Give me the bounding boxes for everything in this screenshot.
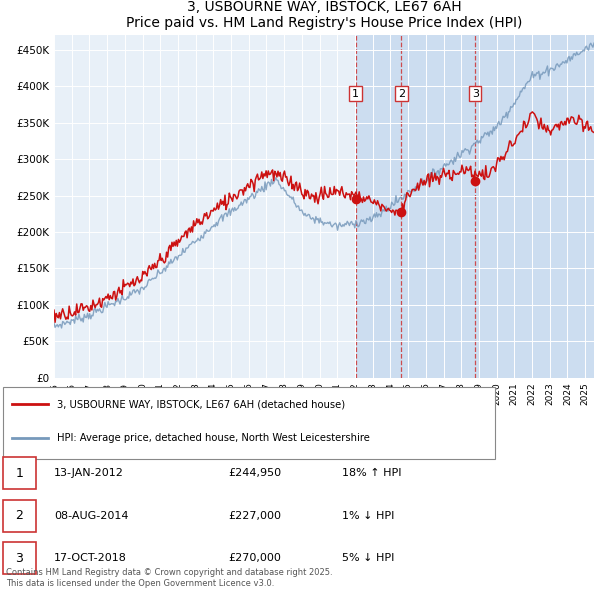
Text: £227,000: £227,000 (228, 511, 281, 520)
Text: £244,950: £244,950 (228, 468, 281, 478)
Text: 18% ↑ HPI: 18% ↑ HPI (342, 468, 401, 478)
Text: 3: 3 (16, 552, 23, 565)
FancyBboxPatch shape (3, 387, 495, 460)
Text: 1: 1 (16, 467, 23, 480)
Text: 13-JAN-2012: 13-JAN-2012 (54, 468, 124, 478)
Text: 5% ↓ HPI: 5% ↓ HPI (342, 553, 394, 563)
Text: Contains HM Land Registry data © Crown copyright and database right 2025.
This d: Contains HM Land Registry data © Crown c… (6, 569, 332, 588)
Text: 2: 2 (16, 509, 23, 522)
Text: 3: 3 (472, 88, 479, 99)
Text: HPI: Average price, detached house, North West Leicestershire: HPI: Average price, detached house, Nort… (57, 433, 370, 443)
FancyBboxPatch shape (3, 500, 36, 532)
Text: 3, USBOURNE WAY, IBSTOCK, LE67 6AH (detached house): 3, USBOURNE WAY, IBSTOCK, LE67 6AH (deta… (57, 399, 345, 409)
Text: 1: 1 (352, 88, 359, 99)
Text: 08-AUG-2014: 08-AUG-2014 (54, 511, 128, 520)
Text: 17-OCT-2018: 17-OCT-2018 (54, 553, 127, 563)
FancyBboxPatch shape (3, 457, 36, 489)
Title: 3, USBOURNE WAY, IBSTOCK, LE67 6AH
Price paid vs. HM Land Registry's House Price: 3, USBOURNE WAY, IBSTOCK, LE67 6AH Price… (126, 0, 522, 30)
Text: 2: 2 (398, 88, 405, 99)
Text: £270,000: £270,000 (228, 553, 281, 563)
Text: 1% ↓ HPI: 1% ↓ HPI (342, 511, 394, 520)
Bar (356, 35, 594, 378)
FancyBboxPatch shape (3, 542, 36, 574)
